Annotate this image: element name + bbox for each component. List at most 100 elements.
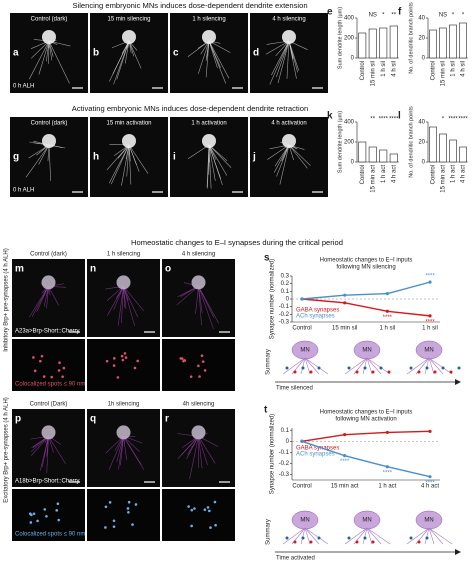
spot (136, 359, 139, 363)
spot (120, 354, 124, 358)
significance: **** (383, 315, 393, 321)
image (250, 117, 328, 197)
x-tick-label: 1 h sil (379, 326, 395, 332)
dendrite (304, 357, 311, 375)
synapse (285, 536, 289, 540)
bar (368, 146, 377, 163)
x-tick-label: 4 h sil (461, 61, 467, 77)
data-point (385, 430, 389, 435)
dendrite (208, 144, 212, 189)
summary-axis: Time silenced (276, 386, 313, 392)
significance: * (462, 13, 465, 19)
dendrite (288, 40, 297, 79)
image-note: A18b>Brp-Short::Cherry (15, 479, 80, 485)
y-tick-label: -0.3 (279, 320, 290, 326)
dendrite (197, 40, 210, 74)
dendrite (366, 527, 373, 545)
dendrite (176, 286, 199, 306)
dendrite (273, 144, 290, 173)
dendrite (195, 286, 199, 314)
y-tick-label: 40 (418, 120, 425, 126)
panel-label: q (90, 414, 96, 425)
y-tick-label: 0 (286, 297, 290, 303)
dendrite (31, 286, 49, 317)
bar (459, 22, 467, 59)
panel-label: s (264, 253, 270, 264)
y-tick-label: 0.1 (281, 289, 290, 295)
dendrite (128, 144, 137, 166)
y-tick-label: 20 (418, 36, 425, 42)
arrow-head (455, 379, 461, 385)
synapse (379, 366, 383, 370)
image (90, 13, 168, 93)
dendrite (123, 286, 144, 312)
significance: **** (425, 480, 435, 486)
panel-label: k (327, 111, 333, 122)
soma (202, 30, 216, 44)
series-line (301, 430, 431, 442)
dendrite (279, 144, 290, 185)
dendrite (205, 40, 210, 78)
panel-label: f (398, 7, 402, 18)
panel-label: r (165, 414, 169, 425)
dendrite (31, 436, 49, 456)
dendrite (177, 436, 199, 459)
panel-label: e (327, 7, 333, 18)
bar (429, 29, 437, 59)
synapse (371, 540, 375, 544)
spot (190, 524, 193, 528)
dendrite (265, 40, 290, 55)
image-caption: 1 h silencing (107, 252, 140, 258)
image-panel: 4 h silencing o (162, 252, 235, 337)
dendrite (366, 357, 382, 375)
panel-label: p (15, 414, 21, 425)
spot (198, 375, 201, 378)
x-tick-label: Control (292, 326, 311, 332)
image-panel: Control (dark) m (12, 252, 85, 337)
data-point (428, 475, 432, 479)
dendrite (46, 436, 49, 473)
image-panel: 1 h activation i (170, 117, 248, 197)
panel-label: i (173, 152, 176, 163)
synapse (433, 370, 437, 374)
spot (56, 502, 60, 506)
dendrite (276, 40, 290, 77)
image (87, 409, 160, 487)
spot (181, 357, 184, 360)
dendrite (48, 436, 66, 465)
y-tick-label: 0 (351, 160, 355, 166)
data-point (343, 301, 347, 305)
series-line (301, 281, 431, 300)
significance: NS (439, 13, 447, 19)
panel-label: h (93, 152, 99, 163)
y-tick-label: -0.1 (279, 304, 290, 310)
image-caption: 1 h activation (191, 121, 226, 127)
data-point (428, 314, 432, 318)
synapse (347, 536, 351, 540)
x-tick-label: 4 h sil (391, 61, 397, 77)
image-panel: 15 min silencing b (90, 13, 168, 93)
y-axis-label: No. of dendritic branch points (408, 2, 414, 74)
section-title: Activating embryonic MNs induces dose-de… (72, 104, 308, 113)
dendrite (28, 144, 50, 159)
data-point (385, 292, 389, 296)
image (87, 259, 160, 337)
y-tick-label: -0.2 (279, 312, 290, 318)
y-axis-label: Sum dendrite length (μm) (337, 111, 343, 173)
coloc-image (12, 489, 85, 541)
spot (112, 525, 116, 528)
dendrite (198, 286, 214, 330)
soma (202, 134, 216, 148)
dendrite (38, 144, 50, 165)
spot (104, 526, 107, 529)
dendrite (304, 357, 329, 375)
y-tick-label: 20 (418, 140, 425, 146)
dendrite (187, 144, 210, 159)
coloc-image (87, 489, 160, 541)
panel-label: b (93, 48, 99, 59)
significance: * (382, 13, 385, 19)
spot (55, 509, 59, 512)
panel-label: t (264, 405, 268, 416)
synapse (409, 536, 413, 540)
